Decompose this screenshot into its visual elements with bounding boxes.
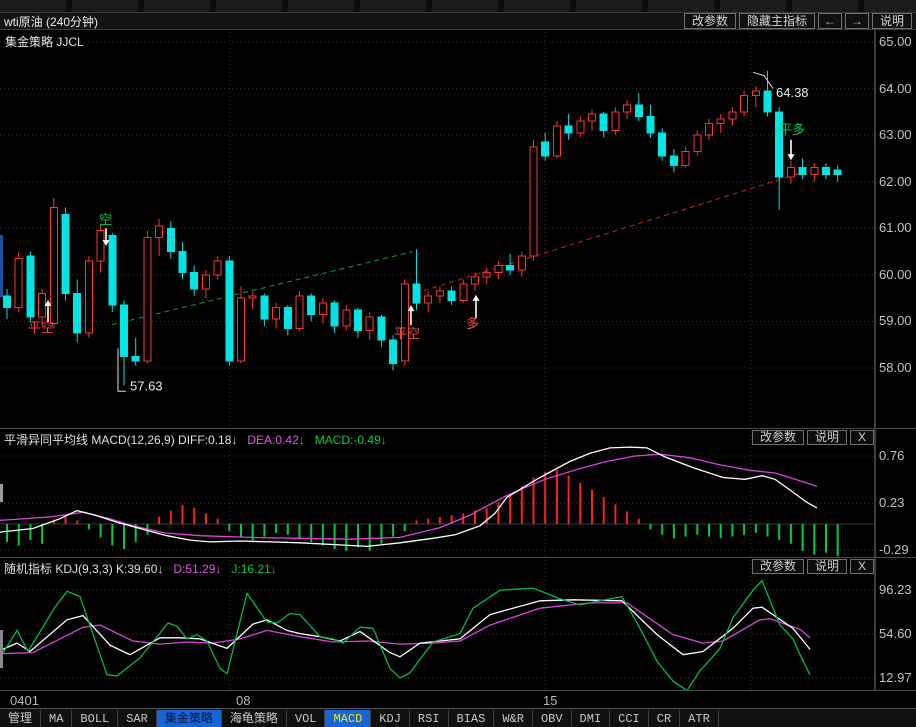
signal-close-short-2: 平空 — [394, 326, 420, 341]
grid-layer — [0, 558, 876, 691]
tab-kdj[interactable]: KDJ — [371, 710, 410, 727]
strategy-label: 集金策略 JJCL — [5, 35, 84, 49]
macd-tick-label: -0.29 — [879, 541, 909, 557]
price-tick-label: 63.00 — [879, 127, 912, 143]
price-tick-label: 60.00 — [879, 266, 912, 282]
signal-open-long: 多 — [466, 316, 479, 331]
kdj-chart-canvas[interactable] — [0, 558, 916, 691]
tab-cci[interactable]: CCI — [610, 710, 649, 727]
macd-histogram-layer — [6, 470, 839, 557]
kdj-header: 随机指标 KDJ(9,3,3) K:39.60↓ D:51.29↓ J:16.21↓ — [4, 560, 287, 577]
time-axis-label: 0401 — [10, 693, 39, 708]
tab-jijin-strategy[interactable]: 集金策略 — [156, 710, 222, 727]
left-edge-artifact-gray-2 — [0, 630, 3, 668]
chart-title: wti原油 (240分钟) — [4, 14, 99, 29]
tab-wr[interactable]: W&R — [494, 710, 533, 727]
macd-chart-canvas[interactable] — [0, 429, 916, 558]
kdj-d-value: D:51.29↓ — [173, 562, 222, 576]
price-tick-label: 65.00 — [879, 34, 912, 49]
help-button[interactable]: 说明 — [871, 13, 912, 29]
price-tick-label: 62.00 — [879, 173, 912, 189]
hide-main-indicator-button[interactable]: 隐藏主指标 — [738, 13, 815, 29]
tab-dmi[interactable]: DMI — [572, 710, 611, 727]
indicator-tab-bar: 管理 MA BOLL SAR 集金策略 海龟策略 VOL MACD KDJ RSI BIAS W&R O… — [0, 708, 916, 727]
candlestick-chart-canvas[interactable]: 平空 空平空 多 平多 57.63 64.38 — [0, 30, 916, 428]
grid-layer — [0, 30, 876, 428]
tab-manage[interactable]: 管理 — [0, 710, 42, 727]
help-button[interactable]: 说明 — [806, 430, 847, 445]
title-bar-buttons: 改参数 隐藏主指标 ← → 说明 — [681, 12, 912, 30]
tab-turtle-strategy[interactable]: 海龟策略 — [222, 710, 287, 727]
time-axis-label: 08 — [236, 693, 251, 708]
close-panel-button[interactable]: X — [849, 430, 874, 445]
signal-open-short: 空 — [99, 212, 112, 227]
tab-macd[interactable]: MACD — [325, 710, 372, 727]
time-axis-row: 0401 08 15 — [0, 690, 916, 708]
macd-indicator-panel: 平滑异同平均线 MACD(12,26,9) DIFF:0.18↓ DEA:0.42… — [0, 428, 916, 558]
tab-bias[interactable]: BIAS — [449, 710, 495, 727]
price-tick-label: 58.00 — [879, 359, 912, 375]
d-line — [0, 602, 811, 655]
scroll-left-button[interactable]: ← — [817, 13, 842, 29]
high-price-marker: 64.38 — [776, 85, 809, 100]
kdj-tick-label: 54.60 — [879, 625, 912, 641]
macd-dea-value: DEA:0.42↓ — [247, 433, 305, 447]
kdj-tick-label: 96.23 — [879, 582, 912, 597]
annotations-layer: 平空 空平空 多 平多 57.63 64.38 — [28, 71, 809, 393]
edit-params-button[interactable]: 改参数 — [751, 559, 804, 574]
macd-panel-buttons: 改参数 说明 X — [749, 430, 874, 445]
diff-line — [0, 446, 818, 548]
time-axis-label: 15 — [543, 693, 558, 708]
tab-vol[interactable]: VOL — [287, 710, 326, 727]
signal-close-short-1: 平空 — [28, 320, 54, 335]
macd-title-and-diff: 平滑异同平均线 MACD(12,26,9) DIFF:0.18↓ — [4, 433, 238, 447]
left-edge-artifact-gray — [0, 484, 3, 502]
tab-obv[interactable]: OBV — [533, 710, 572, 727]
candles-layer — [3, 70, 842, 386]
tab-ma[interactable]: MA — [41, 710, 73, 727]
tab-rsi[interactable]: RSI — [410, 710, 449, 727]
tab-sar[interactable]: SAR — [118, 710, 157, 727]
kdj-j-value: J:16.21↓ — [231, 562, 277, 576]
dea-line — [0, 453, 818, 540]
trendlines-layer — [111, 169, 811, 326]
kdj-tick-label: 12.97 — [879, 669, 912, 685]
tab-cr[interactable]: CR — [649, 710, 681, 727]
signal-close-long: 平多 — [779, 122, 805, 137]
j-line — [0, 579, 811, 691]
price-tick-label: 64.00 — [879, 80, 912, 96]
scroll-right-button[interactable]: → — [844, 13, 869, 29]
macd-value: MACD:-0.49↓ — [314, 433, 387, 447]
kdj-indicator-panel: 随机指标 KDJ(9,3,3) K:39.60↓ D:51.29↓ J:16.21↓… — [0, 557, 916, 691]
edit-params-button[interactable]: 改参数 — [683, 13, 736, 29]
low-price-marker: 57.63 — [130, 378, 163, 393]
help-button[interactable]: 说明 — [806, 559, 847, 574]
main-candlestick-panel: 集金策略 JJCL 平空 空平空 多 平多 57.63 64.38 65.00 64.00 6… — [0, 30, 916, 428]
macd-tick-label: 0.23 — [879, 495, 905, 511]
macd-tick-label: 0.76 — [879, 448, 905, 463]
left-edge-artifact-blue — [0, 235, 3, 297]
price-tick-label: 61.00 — [879, 220, 912, 236]
close-panel-button[interactable]: X — [849, 559, 874, 574]
tab-atr[interactable]: ATR — [680, 710, 719, 727]
kdj-panel-buttons: 改参数 说明 X — [749, 559, 874, 574]
k-line — [0, 599, 811, 658]
edit-params-button[interactable]: 改参数 — [751, 430, 804, 445]
tab-boll[interactable]: BOLL — [72, 710, 119, 727]
chart-title-bar: wti原油 (240分钟) 改参数 隐藏主指标 ← → 说明 — [0, 12, 916, 30]
macd-header: 平滑异同平均线 MACD(12,26,9) DIFF:0.18↓ DEA:0.42… — [4, 431, 397, 448]
price-tick-label: 59.00 — [879, 313, 912, 329]
kdj-title-and-k: 随机指标 KDJ(9,3,3) K:39.60↓ — [4, 562, 164, 576]
grid-layer — [0, 429, 876, 558]
